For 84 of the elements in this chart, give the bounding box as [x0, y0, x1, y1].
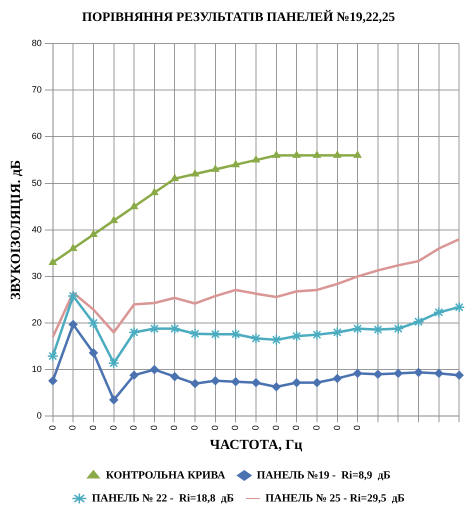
point: [352, 322, 364, 334]
point: [191, 170, 200, 177]
point: [47, 350, 59, 362]
point: [150, 188, 158, 196]
point: [130, 370, 139, 380]
y-tick-label: 0: [36, 410, 42, 421]
point: [150, 365, 159, 374]
x-tick-label: 0: [128, 425, 139, 430]
point: [211, 164, 220, 172]
point: [311, 328, 323, 340]
point: [312, 378, 322, 388]
y-tick-label: 20: [32, 318, 42, 328]
x-tick-label: 0: [47, 425, 58, 430]
x-tick-label: 0: [230, 425, 240, 430]
point: [292, 150, 301, 158]
point: [313, 150, 321, 158]
point: [414, 368, 424, 377]
legend-label: ПАНЕЛЬ № 25 - Ri=29,5 дБ: [265, 492, 405, 504]
point: [454, 370, 464, 380]
point: [69, 244, 78, 252]
point: [88, 317, 100, 329]
point: [292, 378, 302, 388]
point: [48, 258, 57, 265]
point: [170, 174, 179, 182]
point: [353, 368, 362, 378]
point: [252, 378, 261, 388]
x-tick-label: 0: [88, 425, 98, 430]
point: [231, 377, 240, 386]
x-tick-label: 0: [108, 425, 118, 430]
x-tick-label: 0: [291, 425, 302, 430]
point: [189, 328, 201, 340]
x-tick-label: 0: [270, 425, 281, 430]
x-tick-label: 0: [210, 425, 220, 430]
x-tick-label: 0: [169, 425, 180, 430]
y-tick-label: 40: [32, 224, 42, 234]
chart-title: ПОРІВНЯННЯ РЕЗУЛЬТАТІВ ПАНЕЛЕЙ №19,22,25: [82, 9, 396, 24]
point: [453, 301, 465, 313]
point: [270, 334, 282, 346]
x-tick-label: 0: [190, 425, 200, 430]
legend-label: ПАНЕЛЬ № 22 - Ri=18,8 дБ: [92, 492, 234, 504]
point: [332, 326, 344, 338]
legend-label: КОНТРОЛЬНА КРИВА: [106, 469, 226, 482]
point: [272, 150, 280, 158]
point: [210, 376, 220, 386]
point: [170, 372, 180, 382]
y-tick-label: 30: [32, 270, 42, 281]
point: [272, 382, 281, 392]
point: [128, 326, 140, 338]
point: [433, 306, 445, 318]
point: [110, 216, 118, 224]
point: [373, 370, 382, 379]
point: [333, 150, 342, 158]
point: [108, 357, 120, 369]
point: [290, 330, 302, 342]
point: [394, 368, 403, 378]
point: [130, 202, 138, 210]
y-axis-title: ЗВУКОІЗОЛЯЦІЯ. дБ: [9, 160, 24, 300]
point: [190, 379, 200, 388]
y-tick-label: 70: [32, 84, 42, 95]
point: [232, 160, 240, 168]
point: [252, 156, 260, 163]
legend-label: ПАНЕЛЬ №19 - Ri=8,9 дБ: [256, 469, 391, 482]
point: [332, 374, 342, 383]
point: [354, 150, 362, 158]
y-tick-label: 10: [32, 364, 42, 374]
y-tick-label: 50: [32, 178, 42, 188]
x-tick-label: 0: [68, 425, 78, 430]
x-tick-label: 0: [250, 425, 260, 430]
point: [88, 348, 98, 358]
x-tick-label: 0: [311, 425, 322, 430]
x-axis-title: ЧАСТОТА, Гц: [210, 438, 302, 454]
x-tick-label: 0: [352, 425, 362, 430]
x-tick-label: 0: [148, 425, 159, 430]
point: [392, 322, 404, 334]
point: [412, 316, 424, 328]
point: [434, 368, 444, 378]
point: [89, 230, 98, 238]
x-tick-label: 0: [332, 425, 342, 430]
point: [67, 290, 79, 302]
point: [68, 320, 78, 329]
point: [48, 376, 58, 386]
y-tick-label: 80: [32, 38, 42, 48]
y-tick-label: 60: [32, 131, 42, 142]
point: [109, 395, 118, 404]
